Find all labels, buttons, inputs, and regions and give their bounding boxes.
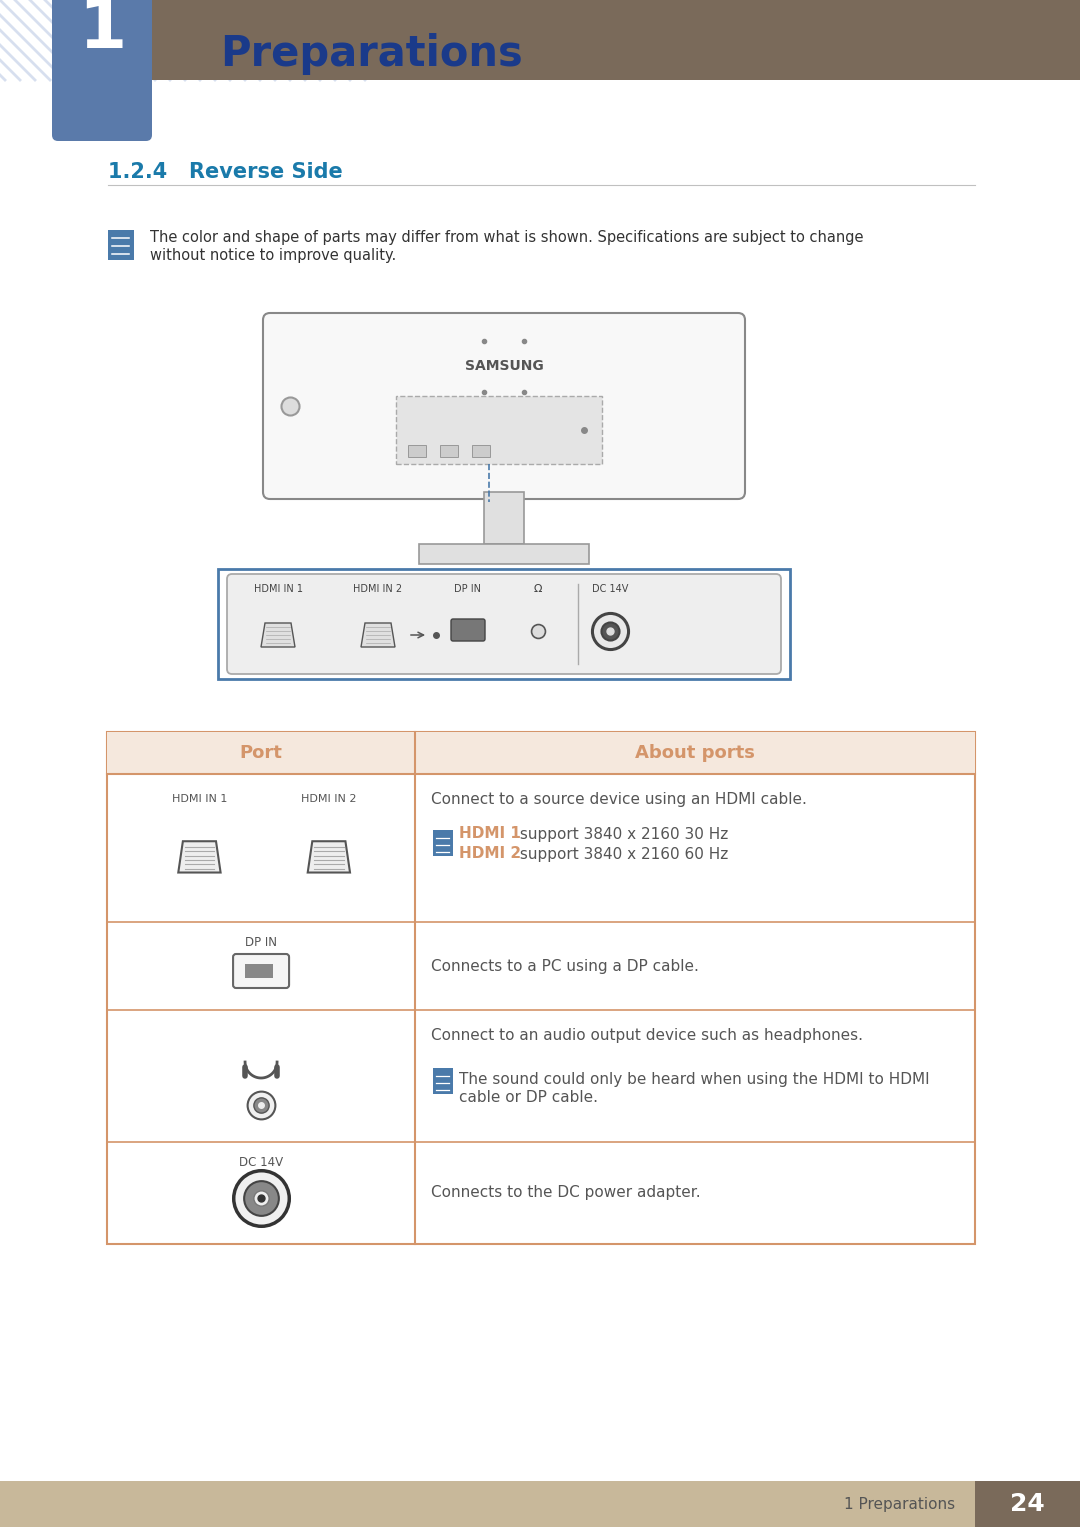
Text: Preparations: Preparations — [220, 34, 523, 75]
Text: Connects to the DC power adapter.: Connects to the DC power adapter. — [431, 1185, 701, 1200]
Text: HDMI IN 2: HDMI IN 2 — [301, 794, 356, 805]
Text: Connect to an audio output device such as headphones.: Connect to an audio output device such a… — [431, 1028, 863, 1043]
FancyBboxPatch shape — [227, 574, 781, 673]
Bar — [108, 231, 134, 260]
Bar — [0, 1481, 1080, 1527]
Text: HDMI 2: HDMI 2 — [459, 846, 522, 861]
Polygon shape — [361, 623, 395, 647]
Bar — [245, 964, 273, 977]
Text: DP IN: DP IN — [245, 936, 278, 948]
Polygon shape — [261, 623, 295, 647]
Text: The sound could only be heard when using the HDMI to HDMI: The sound could only be heard when using… — [459, 1072, 930, 1087]
Polygon shape — [308, 841, 350, 872]
Text: Connects to a PC using a DP cable.: Connects to a PC using a DP cable. — [431, 959, 699, 974]
Text: HDMI 1: HDMI 1 — [459, 826, 521, 841]
Bar — [484, 492, 524, 544]
Text: support 3840 x 2160 30 Hz: support 3840 x 2160 30 Hz — [515, 826, 728, 841]
FancyBboxPatch shape — [52, 0, 152, 140]
Text: cable or DP cable.: cable or DP cable. — [459, 1090, 598, 1106]
Bar — [107, 731, 975, 774]
Text: Ω: Ω — [534, 583, 542, 594]
Text: HDMI IN 1: HDMI IN 1 — [172, 794, 227, 805]
Text: 1: 1 — [78, 0, 126, 63]
Text: SAMSUNG: SAMSUNG — [464, 359, 543, 374]
FancyBboxPatch shape — [233, 954, 289, 988]
Text: 24: 24 — [1010, 1492, 1044, 1516]
Text: without notice to improve quality.: without notice to improve quality. — [150, 247, 396, 263]
Bar — [441, 446, 458, 458]
Text: DC 14V: DC 14V — [239, 1156, 283, 1168]
Bar — [975, 1481, 1080, 1527]
Text: 1.2.4   Reverse Side: 1.2.4 Reverse Side — [108, 162, 342, 182]
Text: 1 Preparations: 1 Preparations — [843, 1496, 955, 1512]
Bar — [107, 731, 975, 1245]
Bar — [105, 0, 1080, 79]
Bar — [218, 570, 789, 680]
Bar — [408, 446, 427, 458]
Text: support 3840 x 2160 60 Hz: support 3840 x 2160 60 Hz — [515, 846, 728, 861]
Bar — [396, 395, 603, 464]
Bar — [472, 446, 490, 458]
FancyBboxPatch shape — [264, 313, 745, 499]
Text: Connect to a source device using an HDMI cable.: Connect to a source device using an HDMI… — [431, 793, 807, 806]
Text: HDMI IN 1: HDMI IN 1 — [254, 583, 302, 594]
Bar — [433, 831, 454, 857]
Text: The color and shape of parts may differ from what is shown. Specifications are s: The color and shape of parts may differ … — [150, 231, 864, 244]
Text: Port: Port — [240, 744, 283, 762]
Text: DP IN: DP IN — [455, 583, 482, 594]
Text: DC 14V: DC 14V — [592, 583, 629, 594]
Bar — [419, 544, 589, 563]
Bar — [433, 1067, 454, 1093]
Text: HDMI IN 2: HDMI IN 2 — [353, 583, 403, 594]
FancyBboxPatch shape — [451, 618, 485, 641]
Polygon shape — [178, 841, 220, 872]
Text: About ports: About ports — [635, 744, 755, 762]
